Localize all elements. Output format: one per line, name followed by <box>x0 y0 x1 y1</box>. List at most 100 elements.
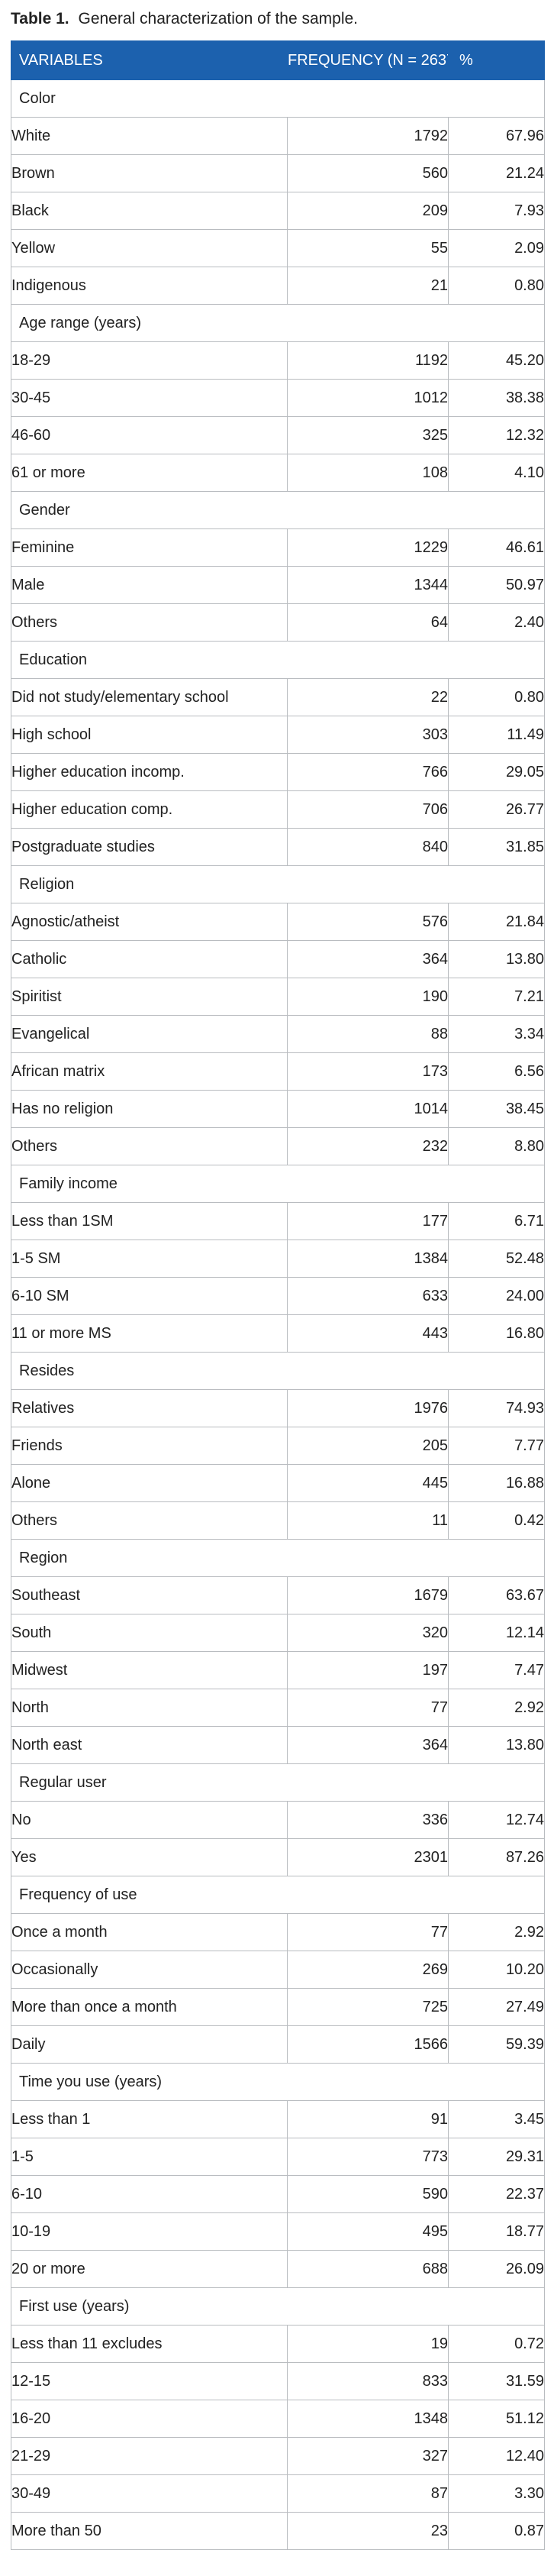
row-percent: 63.67 <box>448 1576 545 1614</box>
row-percent: 0.80 <box>448 267 545 305</box>
table-row: 20 or more 688 26.09 <box>11 2250 545 2288</box>
row-frequency: 590 <box>287 2175 449 2213</box>
row-percent: 22.37 <box>448 2175 545 2213</box>
group-title: Regular user <box>11 1763 545 1802</box>
row-frequency: 1012 <box>287 379 449 417</box>
row-variable: 16-20 <box>11 2400 288 2438</box>
group-row: First use (years) <box>11 2287 545 2326</box>
row-frequency: 23 <box>287 2512 449 2550</box>
row-frequency: 1792 <box>287 117 449 155</box>
group-title: Age range (years) <box>11 304 545 342</box>
row-variable: Yes <box>11 1838 288 1876</box>
row-frequency: 320 <box>287 1614 449 1652</box>
row-frequency: 766 <box>287 753 449 791</box>
table-row: 46-60 325 12.32 <box>11 416 545 454</box>
row-percent: 2.09 <box>448 229 545 267</box>
table-row: 6-10 590 22.37 <box>11 2175 545 2213</box>
row-variable: Occasionally <box>11 1951 288 1989</box>
row-frequency: 22 <box>287 678 449 716</box>
header-variables: VARIABLES <box>11 40 288 80</box>
row-frequency: 197 <box>287 1651 449 1689</box>
row-frequency: 269 <box>287 1951 449 1989</box>
row-percent: 24.00 <box>448 1277 545 1315</box>
table-row: 10-19 495 18.77 <box>11 2212 545 2251</box>
row-percent: 21.84 <box>448 903 545 941</box>
row-frequency: 55 <box>287 229 449 267</box>
row-variable: 11 or more MS <box>11 1314 288 1353</box>
table-row: Friends 205 7.77 <box>11 1427 545 1465</box>
row-percent: 74.93 <box>448 1389 545 1427</box>
table-row: Others 232 8.80 <box>11 1127 545 1165</box>
row-variable: No <box>11 1801 288 1839</box>
row-frequency: 706 <box>287 790 449 829</box>
table-row: Occasionally 269 10.20 <box>11 1951 545 1989</box>
row-variable: Did not study/elementary school <box>11 678 288 716</box>
row-variable: Less than 11 excludes <box>11 2325 288 2363</box>
row-percent: 13.80 <box>448 940 545 978</box>
row-variable: 6-10 SM <box>11 1277 288 1315</box>
row-percent: 50.97 <box>448 566 545 604</box>
table-body: Color White 1792 67.96 Brown 560 21.24 Black 209… <box>11 79 545 2550</box>
row-frequency: 725 <box>287 1988 449 2026</box>
row-variable: Yellow <box>11 229 288 267</box>
row-percent: 16.88 <box>448 1464 545 1502</box>
table-row: 1-5 773 29.31 <box>11 2138 545 2176</box>
table-row: Once a month 77 2.92 <box>11 1913 545 1951</box>
row-variable: South <box>11 1614 288 1652</box>
row-variable: Friends <box>11 1427 288 1465</box>
row-percent: 4.10 <box>448 454 545 492</box>
group-row: Gender <box>11 491 545 529</box>
row-frequency: 1976 <box>287 1389 449 1427</box>
row-frequency: 177 <box>287 1202 449 1240</box>
row-frequency: 190 <box>287 978 449 1016</box>
header-percent: % <box>448 40 545 80</box>
table-row: Has no religion 1014 38.45 <box>11 1090 545 1128</box>
row-variable: Others <box>11 1127 288 1165</box>
table-row: 1-5 SM 1384 52.48 <box>11 1240 545 1278</box>
table-row: 11 or more MS 443 16.80 <box>11 1314 545 1353</box>
row-variable: Brown <box>11 154 288 192</box>
row-frequency: 1348 <box>287 2400 449 2438</box>
row-percent: 0.42 <box>448 1501 545 1540</box>
table-row: Indigenous 21 0.80 <box>11 267 545 305</box>
group-title: Color <box>11 79 545 118</box>
row-variable: Relatives <box>11 1389 288 1427</box>
row-frequency: 336 <box>287 1801 449 1839</box>
row-frequency: 209 <box>287 192 449 230</box>
table-row: 16-20 1348 51.12 <box>11 2400 545 2438</box>
table-row: Catholic 364 13.80 <box>11 940 545 978</box>
row-percent: 0.72 <box>448 2325 545 2363</box>
row-variable: 10-19 <box>11 2212 288 2251</box>
row-percent: 52.48 <box>448 1240 545 1278</box>
row-percent: 12.74 <box>448 1801 545 1839</box>
group-title: Education <box>11 641 545 679</box>
row-percent: 29.31 <box>448 2138 545 2176</box>
row-frequency: 840 <box>287 828 449 866</box>
row-frequency: 560 <box>287 154 449 192</box>
table-row: Postgraduate studies 840 31.85 <box>11 828 545 866</box>
row-variable: White <box>11 117 288 155</box>
table-caption-label: Table 1. <box>11 10 69 27</box>
table-row: White 1792 67.96 <box>11 117 545 155</box>
row-variable: Agnostic/atheist <box>11 903 288 941</box>
row-percent: 2.92 <box>448 1913 545 1951</box>
row-percent: 10.20 <box>448 1951 545 1989</box>
table-row: Feminine 1229 46.61 <box>11 528 545 567</box>
row-percent: 11.49 <box>448 716 545 754</box>
row-percent: 7.47 <box>448 1651 545 1689</box>
table-row: Evangelical 88 3.34 <box>11 1015 545 1053</box>
row-variable: Midwest <box>11 1651 288 1689</box>
row-variable: Less than 1 <box>11 2100 288 2138</box>
row-percent: 0.87 <box>448 2512 545 2550</box>
group-title: First use (years) <box>11 2287 545 2326</box>
row-frequency: 833 <box>287 2362 449 2400</box>
row-variable: Spiritist <box>11 978 288 1016</box>
row-variable: Others <box>11 603 288 642</box>
table-row: 30-45 1012 38.38 <box>11 379 545 417</box>
row-variable: African matrix <box>11 1052 288 1091</box>
group-row: Time you use (years) <box>11 2063 545 2101</box>
table-row: Less than 11 excludes 19 0.72 <box>11 2325 545 2363</box>
group-title: Region <box>11 1539 545 1577</box>
table-row: Less than 1 91 3.45 <box>11 2100 545 2138</box>
table-row: 12-15 833 31.59 <box>11 2362 545 2400</box>
